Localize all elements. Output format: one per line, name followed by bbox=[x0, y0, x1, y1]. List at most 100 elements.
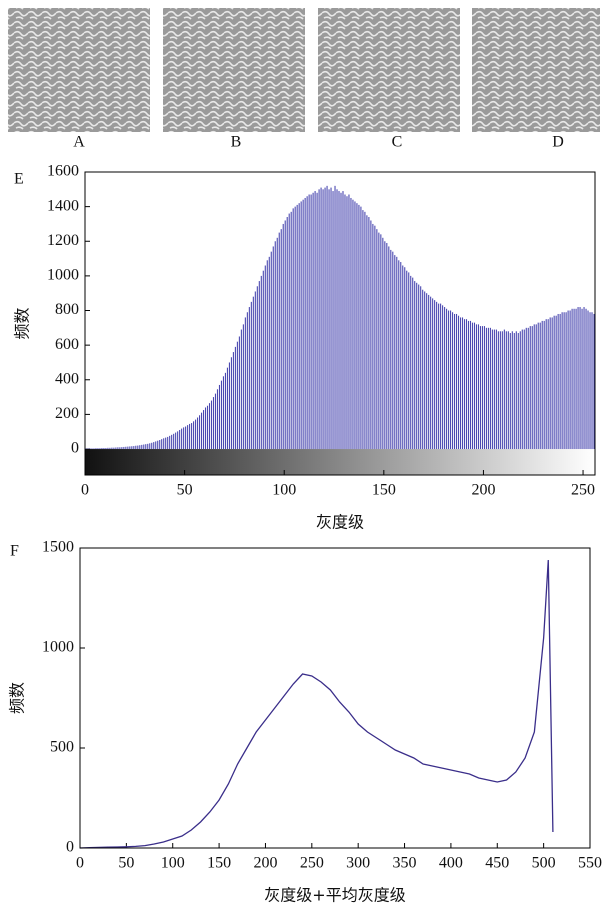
bar bbox=[444, 307, 446, 450]
bar bbox=[547, 319, 549, 450]
bar bbox=[469, 320, 472, 450]
bar bbox=[324, 187, 326, 450]
bar bbox=[539, 322, 541, 450]
bar bbox=[89, 448, 91, 450]
bar bbox=[101, 447, 103, 450]
bar bbox=[587, 310, 589, 450]
bar bbox=[288, 213, 290, 450]
y-tick-label: 600 bbox=[55, 336, 79, 353]
bar bbox=[236, 341, 238, 450]
bar bbox=[545, 319, 547, 450]
bar bbox=[264, 265, 266, 450]
bar bbox=[99, 448, 101, 450]
bar bbox=[332, 191, 334, 450]
y-tick-label: 1000 bbox=[42, 639, 74, 656]
panel-label: F bbox=[10, 543, 19, 560]
bar bbox=[374, 225, 376, 450]
y-tick-label: 0 bbox=[71, 440, 79, 457]
bar bbox=[513, 333, 515, 450]
bar bbox=[414, 281, 416, 450]
bar bbox=[131, 446, 133, 450]
bar bbox=[115, 447, 117, 450]
bar bbox=[228, 362, 230, 450]
bar bbox=[336, 189, 338, 450]
bar bbox=[346, 196, 348, 450]
bar bbox=[252, 296, 254, 450]
bar bbox=[111, 447, 113, 450]
bar bbox=[95, 448, 97, 450]
bar bbox=[483, 326, 485, 450]
bar bbox=[117, 447, 119, 450]
x-tick-label: 200 bbox=[471, 482, 495, 499]
x-tick-label: 200 bbox=[253, 855, 277, 872]
bar bbox=[322, 189, 324, 450]
bar bbox=[553, 315, 555, 450]
y-tick-label: 800 bbox=[55, 301, 79, 318]
bar bbox=[318, 189, 320, 450]
bar bbox=[593, 313, 595, 450]
bar bbox=[113, 447, 115, 450]
bar bbox=[125, 446, 127, 450]
gray-scale-bar bbox=[85, 449, 595, 475]
bar bbox=[206, 405, 209, 450]
x-tick-label: 250 bbox=[300, 855, 324, 872]
bar bbox=[218, 384, 221, 450]
bar bbox=[165, 437, 167, 450]
bar bbox=[579, 307, 581, 450]
bar bbox=[244, 317, 246, 450]
bar bbox=[185, 426, 187, 450]
bar bbox=[135, 445, 137, 450]
bar bbox=[276, 237, 278, 450]
bar bbox=[183, 427, 185, 450]
x-tick-label: 450 bbox=[485, 855, 509, 872]
bar bbox=[398, 260, 400, 450]
bar bbox=[352, 199, 354, 450]
y-tick-label: 0 bbox=[66, 839, 74, 856]
bar bbox=[362, 210, 364, 450]
bar bbox=[338, 191, 340, 450]
bar bbox=[495, 329, 497, 450]
bar bbox=[477, 324, 480, 450]
bar bbox=[569, 310, 571, 450]
bar bbox=[573, 308, 575, 450]
y-tick-label: 500 bbox=[50, 739, 74, 756]
bar bbox=[155, 441, 157, 450]
bar bbox=[535, 324, 537, 450]
bar bbox=[143, 444, 145, 450]
bar bbox=[565, 312, 567, 450]
y-axis-label: 频数 bbox=[8, 682, 27, 714]
bar bbox=[457, 315, 460, 450]
bar bbox=[475, 324, 478, 450]
bar bbox=[501, 331, 503, 450]
bar bbox=[121, 447, 123, 450]
bar bbox=[250, 301, 252, 450]
x-tick-label: 150 bbox=[207, 855, 231, 872]
bar bbox=[274, 241, 276, 450]
bar bbox=[450, 310, 452, 450]
bar bbox=[432, 298, 434, 450]
x-tick-label: 550 bbox=[578, 855, 602, 872]
x-tick-label: 0 bbox=[76, 855, 84, 872]
bar bbox=[507, 331, 509, 450]
bar bbox=[306, 196, 308, 450]
bar bbox=[438, 303, 440, 450]
bar bbox=[485, 327, 487, 450]
bar bbox=[557, 313, 559, 450]
bar bbox=[197, 417, 199, 450]
bar bbox=[232, 352, 234, 450]
bar bbox=[163, 438, 165, 450]
bar bbox=[543, 320, 545, 450]
bar bbox=[503, 329, 505, 450]
y-tick-label: 400 bbox=[55, 370, 79, 387]
bar bbox=[85, 448, 87, 450]
bar bbox=[302, 199, 304, 450]
bar bbox=[300, 201, 302, 450]
bar bbox=[123, 446, 125, 450]
bar bbox=[555, 315, 557, 450]
bar bbox=[400, 262, 402, 450]
bar bbox=[342, 191, 344, 450]
bar bbox=[517, 333, 519, 450]
bar bbox=[467, 320, 470, 450]
